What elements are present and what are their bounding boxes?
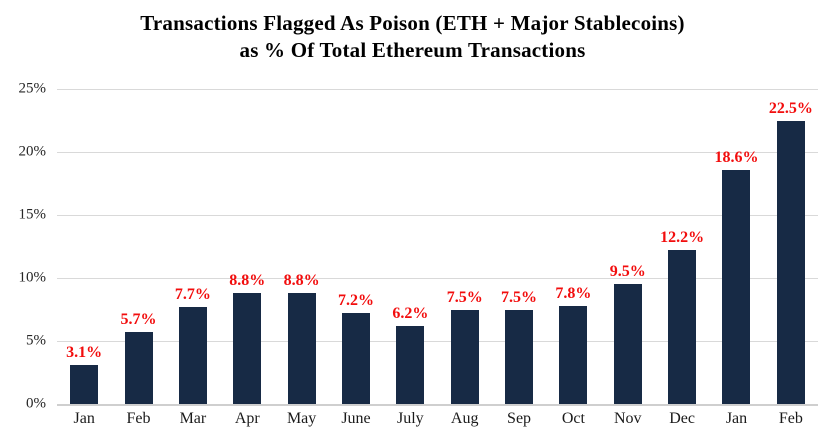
bar — [341, 313, 370, 404]
x-tick-label: Nov — [613, 410, 642, 427]
bar — [396, 325, 425, 404]
bar-value-label: 22.5% — [768, 99, 813, 117]
x-tick-label: Oct — [561, 410, 585, 427]
gridline — [57, 278, 818, 279]
bar — [559, 305, 588, 404]
bar-value-label: 3.1% — [66, 343, 103, 361]
chart-title: Transactions Flagged As Poison (ETH + Ma… — [0, 10, 825, 64]
bar — [450, 309, 479, 404]
bar-value-label: 8.8% — [229, 272, 266, 290]
bar-value-label: 7.2% — [337, 292, 374, 310]
bar-group-feb-13: 22.5% — [764, 89, 818, 404]
bar — [722, 169, 751, 404]
bar-value-label: 8.8% — [283, 272, 320, 290]
bar-group-oct-9: 7.8% — [546, 89, 600, 404]
bar — [124, 332, 153, 404]
bar-group-feb-1: 5.7% — [111, 89, 165, 404]
bar-group-apr-3: 8.8% — [220, 89, 274, 404]
gridline — [57, 341, 818, 342]
bar-value-label: 6.2% — [392, 304, 429, 322]
y-tick-label: 10% — [18, 269, 47, 286]
x-tick-label: Dec — [669, 410, 696, 427]
y-tick-label: 25% — [18, 80, 47, 97]
x-tick-label: June — [341, 410, 371, 427]
bar — [613, 284, 642, 404]
y-tick-label: 20% — [18, 143, 47, 160]
bar-value-label: 7.7% — [174, 285, 211, 303]
bar — [668, 250, 697, 404]
bar — [70, 364, 99, 404]
y-tick-label: 0% — [26, 395, 46, 412]
bar — [287, 293, 316, 404]
bar-value-label: 7.5% — [446, 288, 483, 306]
plot-area: 3.1% 5.7% 7.7% 8.8% 8.8% 7.2% 6.2% 7.5% 7.5% 7.8%… — [57, 89, 818, 406]
bar-group-jan-12: 18.6% — [709, 89, 763, 404]
x-tick-label: July — [397, 410, 424, 427]
x-tick-label: Jan — [73, 410, 95, 427]
x-tick-label: Aug — [450, 410, 479, 427]
bar-group-sep-8: 7.5% — [492, 89, 546, 404]
bar-group-mar-2: 7.7% — [166, 89, 220, 404]
x-tick-label: Sep — [507, 410, 532, 427]
bar-group-dec-11: 12.2% — [655, 89, 709, 404]
bar-group-aug-7: 7.5% — [438, 89, 492, 404]
bar-group-may-4: 8.8% — [274, 89, 328, 404]
bar-group-jan-0: 3.1% — [57, 89, 111, 404]
bar — [178, 306, 207, 404]
bar-group-july-6: 6.2% — [383, 89, 437, 404]
x-tick-label: May — [286, 410, 317, 427]
x-tick-label: Feb — [126, 410, 151, 427]
x-tick-label: Feb — [778, 410, 803, 427]
chart-title-line2: as % Of Total Ethereum Transactions — [239, 38, 586, 62]
bar-group-june-5: 7.2% — [329, 89, 383, 404]
x-tick-label: Mar — [179, 410, 207, 427]
bar-value-label: 12.2% — [660, 229, 705, 247]
bar — [776, 120, 805, 404]
gridline — [57, 152, 818, 153]
y-tick-label: 5% — [26, 332, 46, 349]
bar-value-label: 7.5% — [501, 288, 538, 306]
bar-value-label: 18.6% — [714, 148, 759, 166]
bar-value-label: 7.8% — [555, 284, 592, 302]
chart-title-line1: Transactions Flagged As Poison (ETH + Ma… — [140, 11, 685, 35]
gridline — [57, 89, 818, 90]
y-axis: 0% 5% 10% 15% 20% 25% — [0, 81, 47, 412]
bar-value-label: 9.5% — [609, 263, 646, 281]
x-axis-baseline — [57, 404, 818, 406]
x-axis: Jan Feb Mar Apr May June July Aug Sep Oct Nov Dec Ja… — [57, 410, 818, 428]
bar-series: 3.1% 5.7% 7.7% 8.8% 8.8% 7.2% 6.2% 7.5% 7.5% 7.8%… — [57, 89, 818, 404]
bar — [233, 293, 262, 404]
bar — [505, 309, 534, 404]
bar-value-label: 5.7% — [120, 311, 157, 329]
gridline — [57, 215, 818, 216]
x-tick-label: Jan — [725, 410, 748, 427]
x-tick-label: Apr — [234, 410, 260, 427]
y-tick-label: 15% — [18, 206, 47, 223]
bar-group-nov-10: 9.5% — [601, 89, 655, 404]
